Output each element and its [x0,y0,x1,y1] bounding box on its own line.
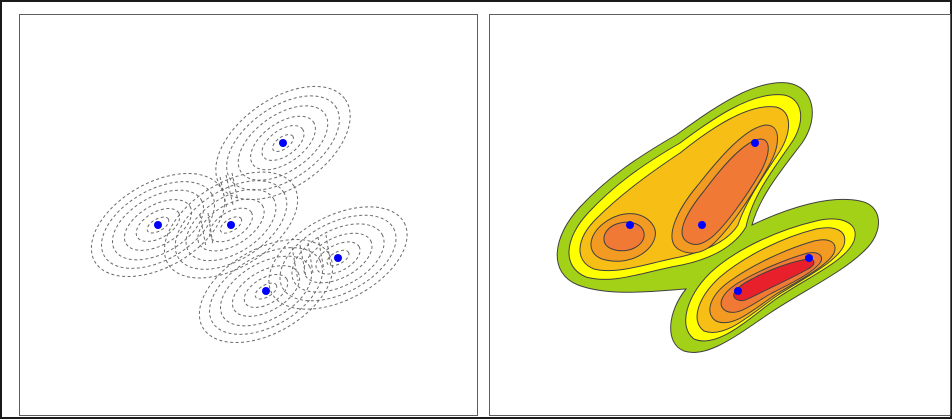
density-level-6 [733,258,815,302]
left-panel-kernels [19,14,478,416]
data-point [626,221,634,229]
kernel-contours-left [90,172,226,278]
right-points [626,139,813,295]
left-points [154,139,342,295]
kernel-contours-right [268,206,408,310]
data-point [154,221,162,229]
kernel-contours-top [215,85,351,201]
kernel-contours-bottom [198,238,334,344]
data-point [805,254,813,262]
data-point [334,254,342,262]
kernel-overlap-hatching [199,172,332,282]
data-point [698,221,706,229]
kernel-contours-middle [163,171,299,279]
data-point [227,221,235,229]
data-point [279,139,287,147]
data-point [734,287,742,295]
data-point [751,139,759,147]
right-density-plot [556,82,879,353]
right-panel-density [489,14,951,416]
data-point [262,287,270,295]
left-kernel-plot [90,85,408,344]
